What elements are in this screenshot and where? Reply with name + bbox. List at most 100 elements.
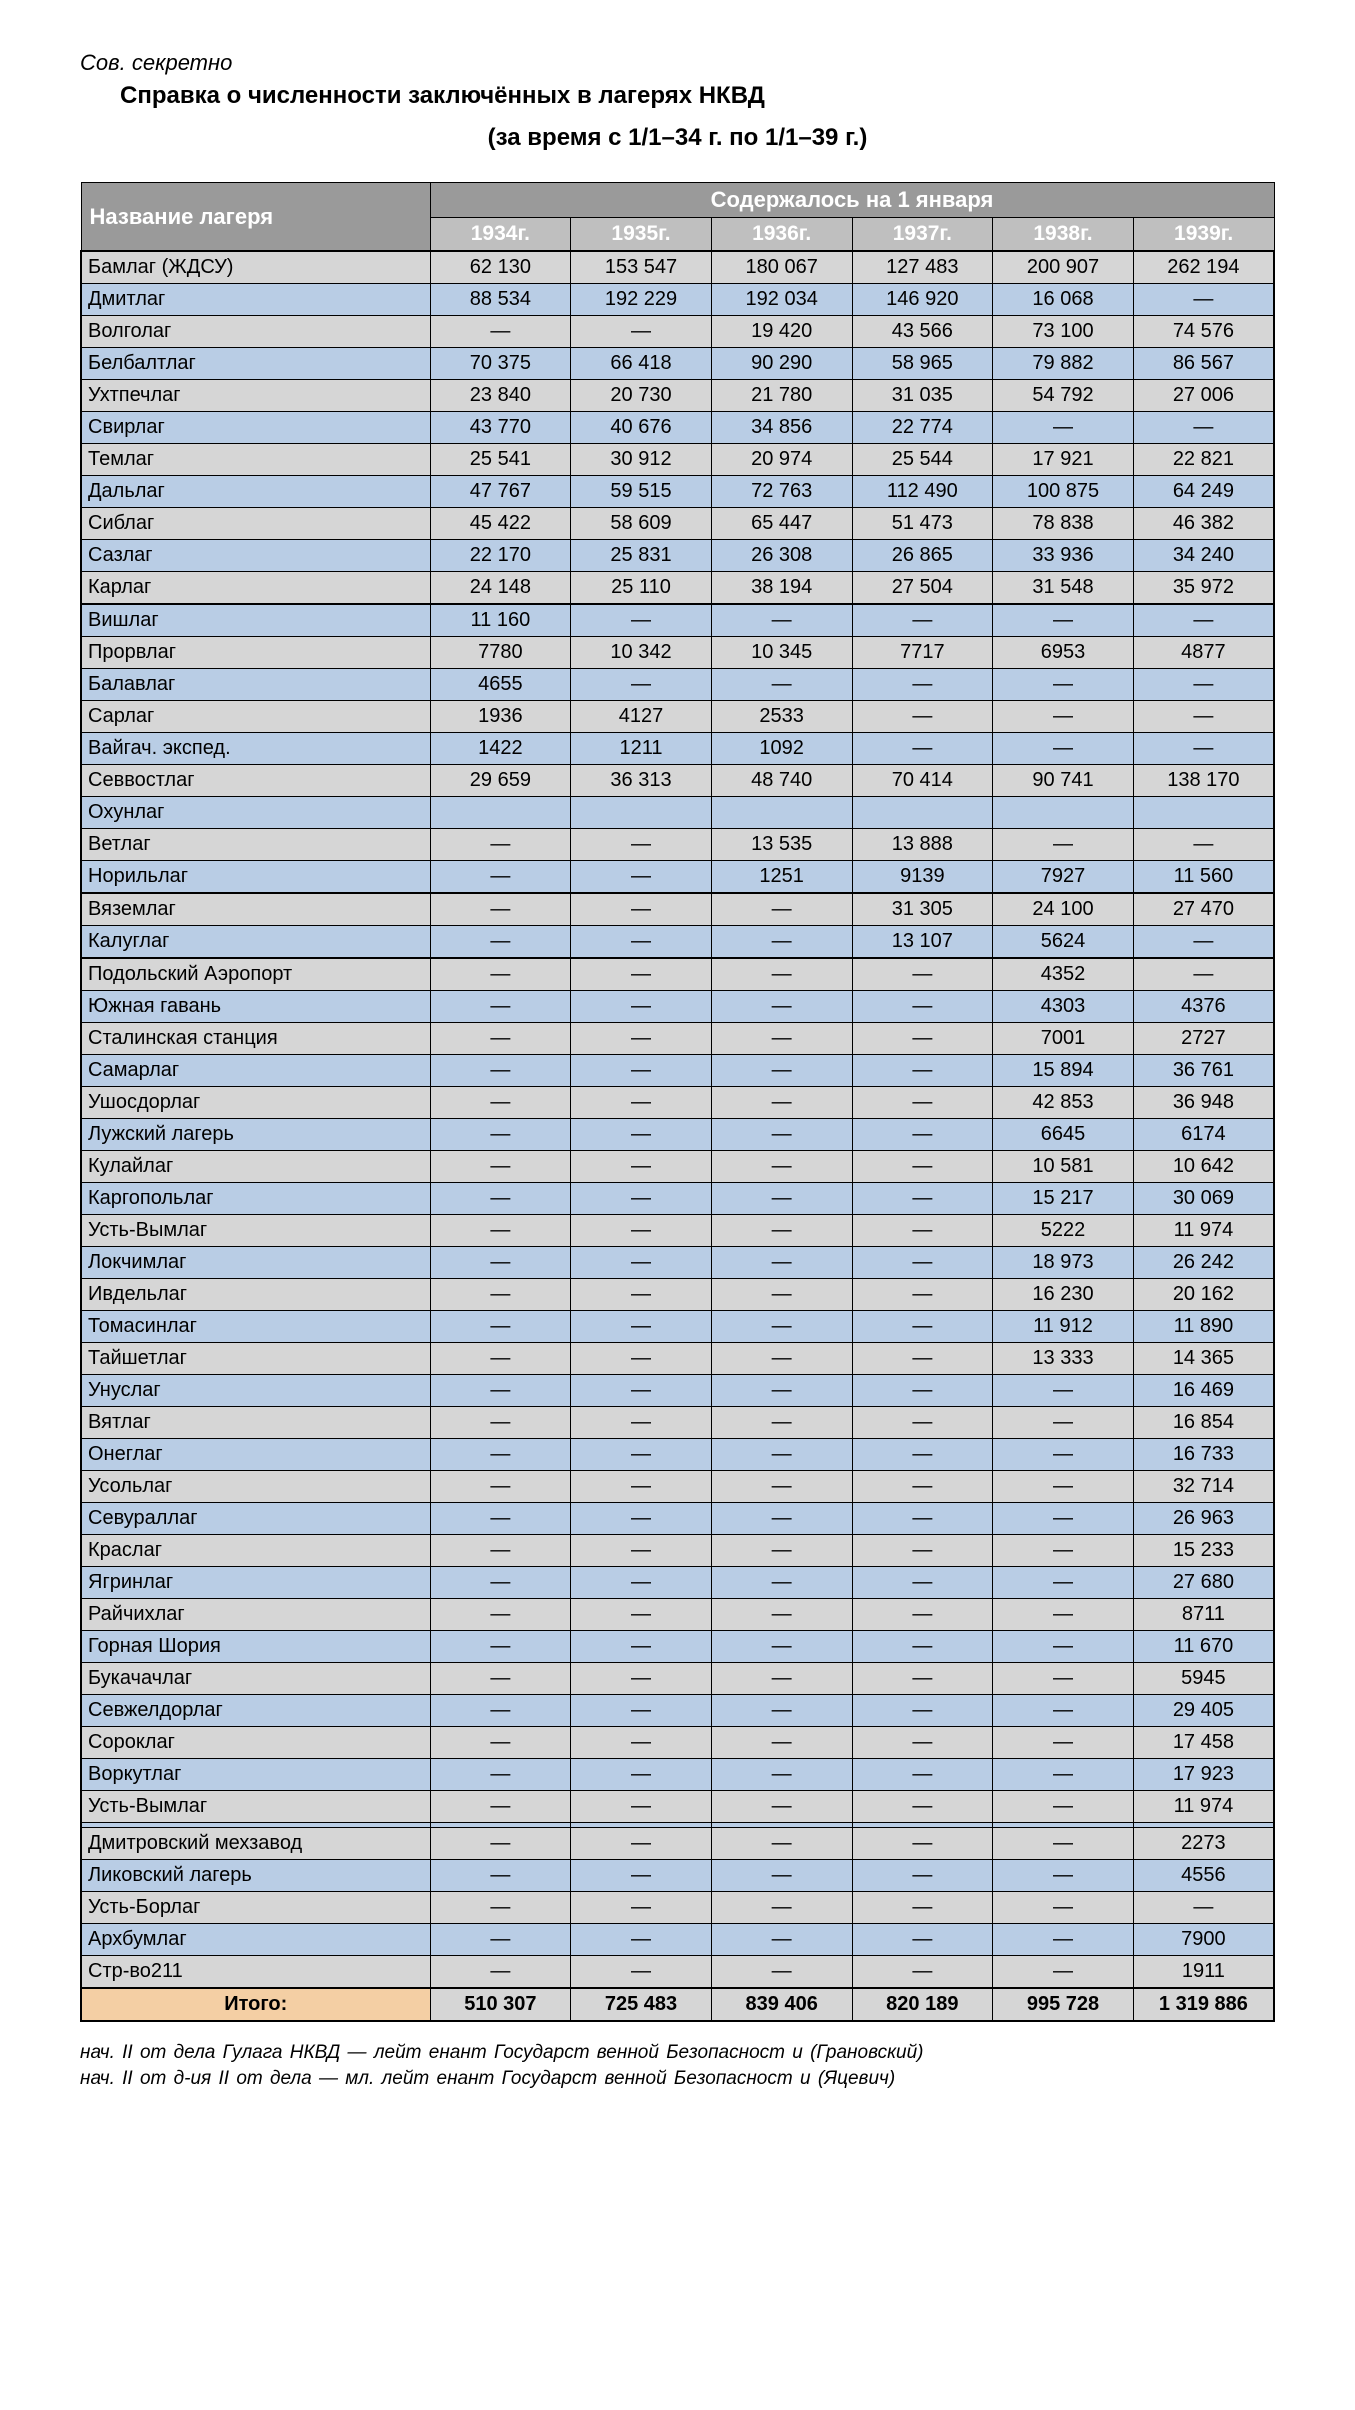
value-cell: —: [571, 1828, 712, 1860]
value-cell: 24 148: [430, 572, 571, 605]
value-cell: 14 365: [1133, 1343, 1274, 1375]
camp-name-cell: Норильлаг: [81, 861, 430, 894]
value-cell: —: [711, 1860, 852, 1892]
value-cell: —: [711, 1183, 852, 1215]
value-cell: 36 761: [1133, 1055, 1274, 1087]
table-row: Томасинлаг————11 91211 890: [81, 1311, 1274, 1343]
value-cell: 10 342: [571, 637, 712, 669]
total-value: 995 728: [993, 1988, 1134, 2021]
value-cell: —: [430, 1892, 571, 1924]
value-cell: 58 609: [571, 508, 712, 540]
footnote-line: нач. II от д-ия II от дела — мл. лейт ен…: [80, 2068, 1275, 2090]
value-cell: —: [430, 1924, 571, 1956]
value-cell: 16 854: [1133, 1407, 1274, 1439]
table-row: Сарлаг193641272533———: [81, 701, 1274, 733]
value-cell: 16 068: [993, 284, 1134, 316]
table-row: Севвостлаг29 65936 31348 74070 41490 741…: [81, 765, 1274, 797]
value-cell: —: [852, 1695, 993, 1727]
camp-name-cell: Каргопольлаг: [81, 1183, 430, 1215]
table-row: Усть-Вымлаг————522211 974: [81, 1215, 1274, 1247]
value-cell: 11 670: [1133, 1631, 1274, 1663]
value-cell: —: [711, 1791, 852, 1823]
value-cell: —: [571, 1892, 712, 1924]
camp-name-cell: Охунлаг: [81, 797, 430, 829]
value-cell: —: [430, 1759, 571, 1791]
camp-name-cell: Волголаг: [81, 316, 430, 348]
value-cell: —: [711, 1055, 852, 1087]
camp-name-cell: Балавлаг: [81, 669, 430, 701]
value-cell: —: [430, 1247, 571, 1279]
value-cell: 64 249: [1133, 476, 1274, 508]
value-cell: 90 290: [711, 348, 852, 380]
camp-name-cell: Сталинская станция: [81, 1023, 430, 1055]
value-cell: 262 194: [1133, 251, 1274, 284]
value-cell: 78 838: [993, 508, 1134, 540]
value-cell: —: [571, 1119, 712, 1151]
table-row: Ликовский лагерь—————4556: [81, 1860, 1274, 1892]
camp-name-cell: Сарлаг: [81, 701, 430, 733]
table-row: Калуглаг———13 1075624—: [81, 926, 1274, 959]
value-cell: —: [852, 1407, 993, 1439]
value-cell: 86 567: [1133, 348, 1274, 380]
table-row: Дмитлаг88 534192 229192 034146 92016 068…: [81, 284, 1274, 316]
table-row: Балавлаг4655—————: [81, 669, 1274, 701]
value-cell: —: [993, 1924, 1134, 1956]
table-row: Бамлаг (ЖДСУ)62 130153 547180 067127 483…: [81, 251, 1274, 284]
value-cell: 40 676: [571, 412, 712, 444]
value-cell: —: [852, 1828, 993, 1860]
camp-name-cell: Ветлаг: [81, 829, 430, 861]
value-cell: —: [430, 829, 571, 861]
value-cell: —: [993, 1860, 1134, 1892]
value-cell: —: [430, 316, 571, 348]
table-row: Усть-Вымлаг—————11 974: [81, 1791, 1274, 1823]
value-cell: 33 936: [993, 540, 1134, 572]
value-cell: —: [1133, 958, 1274, 991]
camp-name-cell: Усть-Борлаг: [81, 1892, 430, 1924]
value-cell: —: [993, 1407, 1134, 1439]
value-cell: —: [852, 1023, 993, 1055]
value-cell: —: [711, 1695, 852, 1727]
value-cell: 31 548: [993, 572, 1134, 605]
value-cell: 5945: [1133, 1663, 1274, 1695]
table-row: Усть-Борлаг——————: [81, 1892, 1274, 1924]
value-cell: —: [571, 1215, 712, 1247]
value-cell: —: [852, 1215, 993, 1247]
value-cell: —: [1133, 701, 1274, 733]
camp-name-cell: Лужский лагерь: [81, 1119, 430, 1151]
value-cell: —: [571, 1471, 712, 1503]
value-cell: 7900: [1133, 1924, 1274, 1956]
value-cell: —: [852, 1860, 993, 1892]
value-cell: 35 972: [1133, 572, 1274, 605]
value-cell: —: [430, 1023, 571, 1055]
value-cell: 7927: [993, 861, 1134, 894]
value-cell: 13 535: [711, 829, 852, 861]
value-cell: —: [852, 1279, 993, 1311]
value-cell: —: [711, 1892, 852, 1924]
value-cell: —: [711, 893, 852, 926]
value-cell: 146 920: [852, 284, 993, 316]
value-cell: —: [852, 1567, 993, 1599]
value-cell: —: [430, 926, 571, 959]
value-cell: —: [711, 604, 852, 637]
camp-name-cell: Онеглаг: [81, 1439, 430, 1471]
camp-name-cell: Дмитлаг: [81, 284, 430, 316]
value-cell: 29 659: [430, 765, 571, 797]
value-cell: 4556: [1133, 1860, 1274, 1892]
value-cell: —: [571, 1183, 712, 1215]
value-cell: —: [711, 1956, 852, 1989]
value-cell: 11 974: [1133, 1215, 1274, 1247]
camp-name-cell: Прорвлаг: [81, 637, 430, 669]
value-cell: —: [430, 1631, 571, 1663]
value-cell: 192 229: [571, 284, 712, 316]
value-cell: 4877: [1133, 637, 1274, 669]
value-cell: —: [711, 1599, 852, 1631]
table-row: Усольлаг—————32 714: [81, 1471, 1274, 1503]
value-cell: —: [711, 1471, 852, 1503]
total-value: 725 483: [571, 1988, 712, 2021]
document-subtitle: (за время с 1/1–34 г. по 1/1–39 г.): [80, 124, 1275, 152]
value-cell: 47 767: [430, 476, 571, 508]
value-cell: 34 240: [1133, 540, 1274, 572]
value-cell: 73 100: [993, 316, 1134, 348]
value-cell: 4376: [1133, 991, 1274, 1023]
total-label: Итого:: [81, 1988, 430, 2021]
